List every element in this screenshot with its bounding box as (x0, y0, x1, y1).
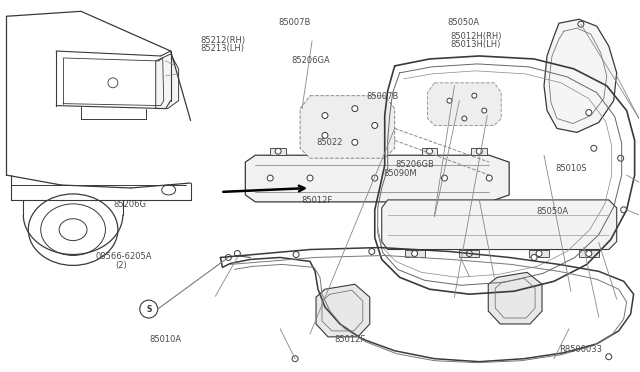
Circle shape (578, 21, 584, 27)
Text: 08566-6205A: 08566-6205A (96, 252, 152, 262)
Circle shape (426, 148, 433, 154)
Circle shape (462, 116, 467, 121)
Circle shape (586, 250, 592, 256)
Circle shape (372, 175, 378, 181)
Circle shape (591, 145, 596, 151)
Text: 85206GB: 85206GB (395, 160, 434, 169)
Circle shape (442, 175, 447, 181)
Text: 85050A: 85050A (447, 18, 479, 27)
Circle shape (347, 148, 353, 154)
Circle shape (618, 155, 623, 161)
Circle shape (476, 148, 483, 154)
Text: 85213(LH): 85213(LH) (201, 44, 245, 53)
Text: 85090M: 85090M (384, 169, 417, 177)
Text: 85012F: 85012F (334, 335, 365, 344)
Polygon shape (381, 200, 617, 250)
Polygon shape (270, 148, 286, 155)
Polygon shape (471, 148, 487, 155)
Circle shape (412, 250, 417, 256)
Polygon shape (544, 19, 617, 132)
Circle shape (352, 106, 358, 112)
Text: (2): (2) (115, 260, 127, 269)
Circle shape (486, 175, 492, 181)
Circle shape (292, 356, 298, 362)
Text: 85022: 85022 (317, 138, 343, 147)
Circle shape (447, 98, 452, 103)
Circle shape (234, 250, 241, 256)
Text: 85206G: 85206G (113, 200, 146, 209)
Text: 85012H(RH): 85012H(RH) (451, 32, 502, 41)
Text: 85007B: 85007B (278, 18, 311, 27)
Circle shape (531, 254, 537, 260)
Text: 85212(RH): 85212(RH) (201, 36, 246, 45)
Circle shape (472, 93, 477, 98)
Circle shape (467, 250, 472, 256)
Text: 85007B: 85007B (366, 92, 398, 101)
Circle shape (586, 110, 592, 116)
Polygon shape (156, 54, 179, 109)
Polygon shape (300, 96, 395, 158)
Polygon shape (460, 250, 479, 257)
Text: 85013H(LH): 85013H(LH) (451, 40, 501, 49)
Polygon shape (529, 250, 549, 257)
Text: 85010A: 85010A (149, 335, 181, 344)
Circle shape (225, 254, 232, 260)
Circle shape (536, 250, 542, 256)
Polygon shape (316, 284, 370, 337)
Circle shape (621, 207, 627, 213)
Circle shape (268, 175, 273, 181)
Text: 85050A: 85050A (537, 206, 569, 216)
Circle shape (482, 108, 487, 113)
Text: 85010S: 85010S (556, 164, 588, 173)
Text: R8500033: R8500033 (559, 345, 602, 354)
Text: 85206GA: 85206GA (291, 56, 330, 65)
Text: S: S (146, 305, 152, 314)
Circle shape (372, 122, 378, 128)
Polygon shape (404, 250, 424, 257)
Circle shape (293, 251, 299, 257)
Circle shape (352, 140, 358, 145)
Circle shape (322, 132, 328, 138)
Text: 85012F: 85012F (301, 196, 332, 205)
Circle shape (307, 175, 313, 181)
Polygon shape (422, 148, 438, 155)
Circle shape (369, 248, 375, 254)
Polygon shape (579, 250, 599, 257)
Polygon shape (342, 148, 358, 155)
Polygon shape (428, 83, 501, 125)
Polygon shape (488, 272, 542, 324)
Circle shape (322, 113, 328, 119)
Circle shape (605, 354, 612, 360)
Polygon shape (245, 155, 509, 202)
Circle shape (275, 148, 281, 154)
